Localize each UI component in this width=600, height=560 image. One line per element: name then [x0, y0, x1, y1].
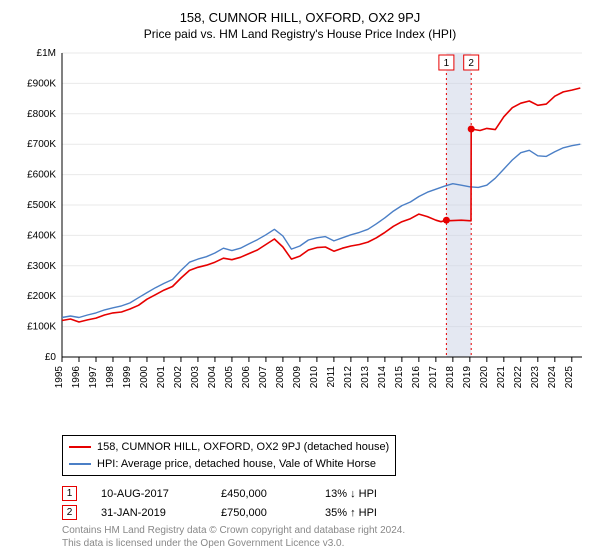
svg-text:2024: 2024	[547, 366, 558, 389]
page-subtitle: Price paid vs. HM Land Registry's House …	[12, 27, 588, 41]
footer-line: Contains HM Land Registry data © Crown c…	[62, 524, 588, 537]
page-title: 158, CUMNOR HILL, OXFORD, OX2 9PJ	[12, 10, 588, 25]
svg-text:2001: 2001	[156, 366, 167, 389]
svg-text:£0: £0	[45, 352, 57, 363]
legend-label: HPI: Average price, detached house, Vale…	[97, 456, 376, 473]
price-chart: £0 £100K £200K £300K £400K £500K £600K £700K £80…	[12, 47, 588, 427]
svg-text:2007: 2007	[258, 366, 269, 389]
svg-text:2017: 2017	[428, 366, 439, 389]
footer-line: This data is licensed under the Open Gov…	[62, 537, 588, 550]
svg-text:£600K: £600K	[27, 170, 56, 181]
sales-table: 1 10-AUG-2017 £450,000 13% ↓ HPI 2 31-JAN-201…	[62, 486, 588, 520]
svg-text:2012: 2012	[343, 366, 354, 389]
sale-delta: 13% ↓ HPI	[325, 488, 405, 500]
svg-text:2016: 2016	[411, 366, 422, 389]
svg-text:2009: 2009	[292, 366, 303, 389]
legend-item: HPI: Average price, detached house, Vale…	[69, 456, 389, 473]
sale-badge: 1	[62, 486, 77, 501]
svg-text:1995: 1995	[54, 366, 65, 389]
svg-text:2003: 2003	[190, 366, 201, 389]
svg-text:2022: 2022	[513, 366, 524, 389]
svg-text:2005: 2005	[224, 366, 235, 389]
svg-text:2014: 2014	[377, 366, 388, 389]
svg-text:2006: 2006	[241, 366, 252, 389]
svg-text:£400K: £400K	[27, 230, 56, 241]
legend-item: 158, CUMNOR HILL, OXFORD, OX2 9PJ (detac…	[69, 439, 389, 456]
svg-text:2020: 2020	[479, 366, 490, 389]
sale-row: 1 10-AUG-2017 £450,000 13% ↓ HPI	[62, 486, 588, 501]
sale-price: £450,000	[221, 488, 301, 500]
svg-text:2002: 2002	[173, 366, 184, 389]
svg-text:£100K: £100K	[27, 322, 56, 333]
svg-text:2010: 2010	[309, 366, 320, 389]
legend-swatch	[69, 463, 91, 465]
svg-text:2004: 2004	[207, 366, 218, 389]
svg-text:£200K: £200K	[27, 291, 56, 302]
svg-text:£300K: £300K	[27, 261, 56, 272]
svg-text:2018: 2018	[445, 366, 456, 389]
footer-attribution: Contains HM Land Registry data © Crown c…	[62, 524, 588, 550]
svg-text:£900K: £900K	[27, 78, 56, 89]
svg-text:2021: 2021	[496, 366, 507, 389]
svg-text:£800K: £800K	[27, 109, 56, 120]
svg-text:1996: 1996	[71, 366, 82, 389]
svg-text:2025: 2025	[564, 366, 575, 389]
svg-text:2008: 2008	[275, 366, 286, 389]
svg-text:2015: 2015	[394, 366, 405, 389]
svg-text:£1M: £1M	[37, 48, 56, 59]
legend-label: 158, CUMNOR HILL, OXFORD, OX2 9PJ (detac…	[97, 439, 389, 456]
svg-text:2023: 2023	[530, 366, 541, 389]
sale-date: 31-JAN-2019	[101, 507, 197, 519]
sale-row: 2 31-JAN-2019 £750,000 35% ↑ HPI	[62, 505, 588, 520]
svg-text:2000: 2000	[139, 366, 150, 389]
legend-swatch	[69, 446, 91, 448]
svg-text:1: 1	[444, 58, 450, 69]
svg-text:1999: 1999	[122, 366, 133, 389]
svg-text:1998: 1998	[105, 366, 116, 389]
sale-badge: 2	[62, 505, 77, 520]
sale-delta: 35% ↑ HPI	[325, 507, 405, 519]
svg-text:£500K: £500K	[27, 200, 56, 211]
sale-date: 10-AUG-2017	[101, 488, 197, 500]
svg-text:2011: 2011	[326, 366, 337, 388]
svg-text:2019: 2019	[462, 366, 473, 389]
svg-text:£700K: £700K	[27, 139, 56, 150]
sale-price: £750,000	[221, 507, 301, 519]
chart-legend: 158, CUMNOR HILL, OXFORD, OX2 9PJ (detac…	[62, 435, 396, 476]
svg-text:1997: 1997	[88, 366, 99, 389]
svg-text:2013: 2013	[360, 366, 371, 389]
svg-text:2: 2	[468, 58, 474, 69]
